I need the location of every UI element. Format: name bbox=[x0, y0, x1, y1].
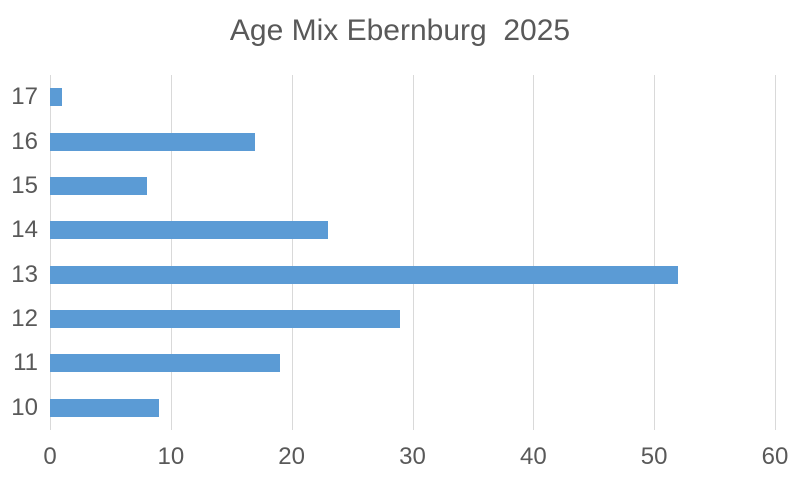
bar-age-15 bbox=[50, 176, 147, 195]
chart-title: Age Mix Ebernburg 2025 bbox=[229, 14, 571, 47]
bar-age-12 bbox=[50, 310, 401, 329]
y-axis-category-label-15: 15 bbox=[11, 171, 38, 199]
y-axis-category-label-17: 17 bbox=[11, 83, 38, 111]
gridline-x-10 bbox=[170, 75, 172, 430]
gridline-x-60 bbox=[775, 75, 776, 430]
x-axis-tick-label-60: 60 bbox=[761, 443, 789, 470]
y-axis-category-label-14: 14 bbox=[11, 216, 38, 244]
x-axis-tick-label-20: 20 bbox=[278, 443, 305, 470]
y-axis-category-label-16: 16 bbox=[11, 127, 38, 155]
x-axis-tick-label-10: 10 bbox=[157, 443, 185, 470]
bar-age-14 bbox=[50, 221, 328, 240]
x-axis-tick-label-0: 0 bbox=[43, 443, 57, 470]
y-axis-category-label-12: 12 bbox=[11, 305, 38, 333]
y-axis-category-label-10: 10 bbox=[11, 393, 38, 421]
gridline-x-0 bbox=[50, 75, 51, 430]
bar-age-10 bbox=[50, 398, 159, 417]
gridline-x-30 bbox=[412, 75, 414, 430]
gridline-x-40 bbox=[533, 75, 535, 430]
gridline-x-50 bbox=[654, 75, 656, 430]
y-axis-category-label-11: 11 bbox=[13, 349, 38, 377]
bar-age-17 bbox=[50, 88, 63, 107]
bar-age-13 bbox=[50, 265, 679, 284]
y-axis-category-label-13: 13 bbox=[11, 260, 38, 288]
x-axis-tick-label-40: 40 bbox=[519, 443, 547, 470]
x-axis-tick-label-50: 50 bbox=[640, 443, 668, 470]
bar-age-16 bbox=[50, 132, 256, 151]
gridline-x-20 bbox=[291, 75, 293, 430]
bar-age-11 bbox=[50, 354, 280, 373]
x-axis-tick-label-30: 30 bbox=[399, 443, 426, 470]
